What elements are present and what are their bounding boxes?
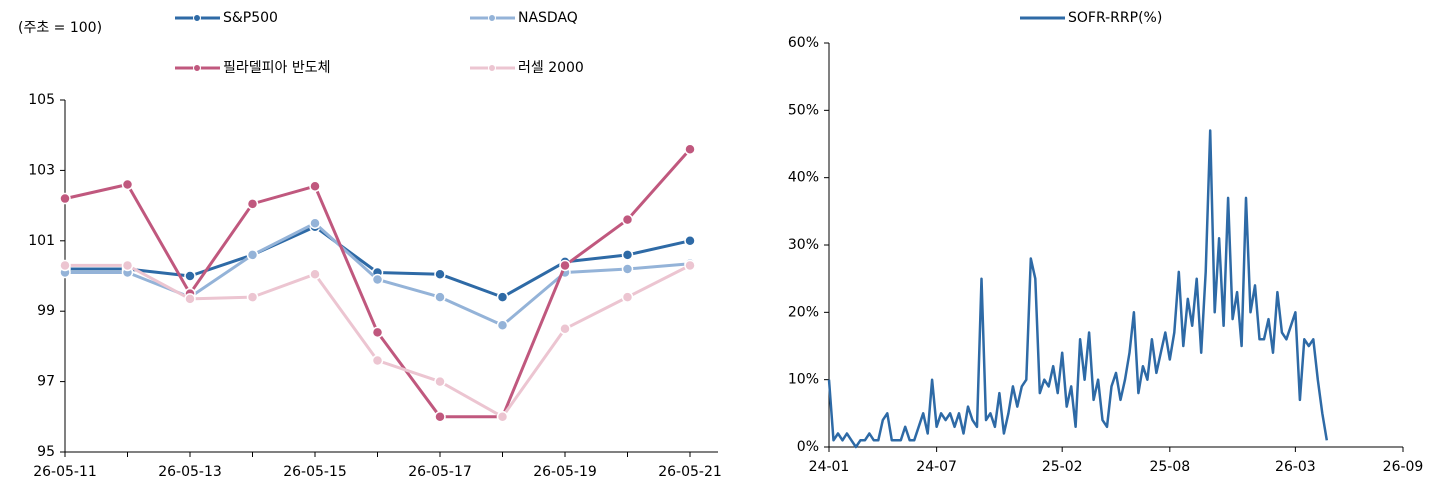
- x-tick-label: 26-05-11: [33, 464, 97, 480]
- data-point: [621, 213, 634, 226]
- legend-label: NASDAQ: [518, 10, 578, 26]
- y-tick-label: 97: [37, 374, 55, 390]
- legend-label: S&P500: [223, 10, 278, 26]
- data-point: [559, 259, 571, 272]
- legend-label: SOFR-RRP(%): [1068, 10, 1162, 26]
- y-tick-label: 99: [37, 303, 55, 319]
- series-line: [827, 129, 1329, 449]
- data-point: [496, 291, 509, 303]
- legend-marker: [488, 64, 496, 72]
- x-tick-label: 26-05-17: [408, 464, 472, 480]
- y-tick-label: 50%: [788, 102, 819, 118]
- data-point: [684, 259, 696, 272]
- y-tick-label: 20%: [788, 304, 819, 320]
- y-tick-label: 95: [37, 444, 55, 460]
- data-point: [434, 375, 446, 388]
- data-point: [309, 217, 321, 229]
- data-point: [309, 180, 321, 192]
- data-point: [184, 270, 196, 282]
- data-point: [246, 249, 259, 261]
- legend-marker: [193, 14, 201, 22]
- x-tick-label: 24-07: [916, 459, 957, 475]
- y-tick-label: 60%: [788, 35, 819, 51]
- x-tick-label: 26-05-19: [533, 464, 597, 480]
- y-tick-label: 40%: [788, 170, 819, 186]
- data-point: [59, 192, 71, 205]
- x-tick-label: 25-08: [1149, 459, 1190, 475]
- data-point: [246, 198, 259, 210]
- data-point: [184, 293, 196, 305]
- x-tick-label: 26-05-21: [658, 464, 722, 480]
- data-point: [59, 259, 71, 272]
- x-tick-label: 24-01: [809, 459, 850, 475]
- data-point: [309, 268, 321, 280]
- x-tick-label: 26-03: [1275, 459, 1316, 475]
- x-tick-label: 26-05-13: [158, 464, 222, 480]
- y-tick-label: 0%: [797, 439, 819, 455]
- data-point: [684, 143, 696, 156]
- y-tick-label: 105: [28, 92, 55, 108]
- data-point: [371, 326, 384, 339]
- data-point: [559, 323, 571, 335]
- data-point: [496, 411, 509, 423]
- series-line: [65, 263, 691, 419]
- x-tick-label: 26-05-15: [283, 464, 347, 480]
- data-point: [496, 319, 509, 332]
- data-point: [246, 291, 259, 303]
- data-point: [121, 259, 134, 272]
- data-point: [684, 235, 696, 247]
- data-point: [434, 268, 446, 280]
- legend-marker: [488, 14, 496, 22]
- data-point: [621, 263, 634, 275]
- legend-label: 러셀 2000: [518, 60, 584, 76]
- y-tick-label: 10%: [788, 372, 819, 388]
- y-tick-label: 30%: [788, 237, 819, 253]
- x-tick-label: 26-09: [1383, 459, 1424, 475]
- data-point: [621, 291, 634, 303]
- x-tick-label: 25-02: [1042, 459, 1083, 475]
- data-point: [371, 273, 384, 286]
- data-point: [434, 411, 446, 423]
- y-axis-label: (주초 = 100): [18, 20, 102, 36]
- data-point: [434, 291, 446, 303]
- legend-label: 필라델피아 반도체: [223, 60, 331, 76]
- legend-marker: [193, 64, 201, 72]
- y-tick-label: 101: [28, 233, 55, 249]
- data-point: [121, 178, 134, 191]
- data-point: [621, 249, 634, 261]
- y-tick-label: 103: [28, 162, 55, 178]
- data-point: [371, 354, 384, 367]
